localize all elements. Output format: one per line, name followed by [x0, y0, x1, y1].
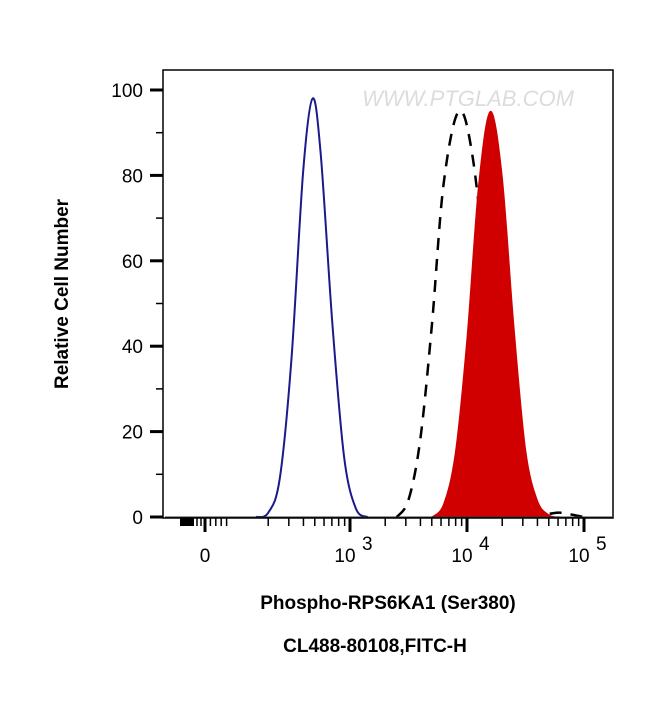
y-tick-label: 0: [132, 508, 143, 529]
x-tick-exponent: 5: [596, 534, 607, 555]
x-axis-label-2: CL488-80108,FITC-H: [283, 636, 467, 657]
series-control: [255, 97, 369, 519]
y-tick-label: 80: [122, 166, 143, 187]
x-tick-label: 10: [451, 546, 472, 567]
x-tick-cluster: [180, 518, 194, 526]
y-axis-label: Relative Cell Number: [52, 198, 73, 389]
plot-frame: [162, 69, 614, 519]
x-tick-exponent: 4: [479, 534, 490, 555]
x-tick-label: 0: [200, 546, 211, 567]
watermark: WWW.PTGLAB.COM: [362, 86, 575, 111]
x-axis-label: Phospho-RPS6KA1 (Ser380): [260, 593, 516, 614]
y-tick-label: 100: [111, 81, 143, 102]
series-sample: [430, 110, 561, 518]
x-tick-exponent: 3: [362, 534, 373, 555]
y-tick-label: 40: [122, 337, 143, 358]
x-tick-label: 10: [334, 546, 355, 567]
y-tick-label: 20: [122, 423, 143, 444]
x-tick-label: 10: [568, 546, 589, 567]
y-tick-label: 60: [122, 252, 143, 273]
